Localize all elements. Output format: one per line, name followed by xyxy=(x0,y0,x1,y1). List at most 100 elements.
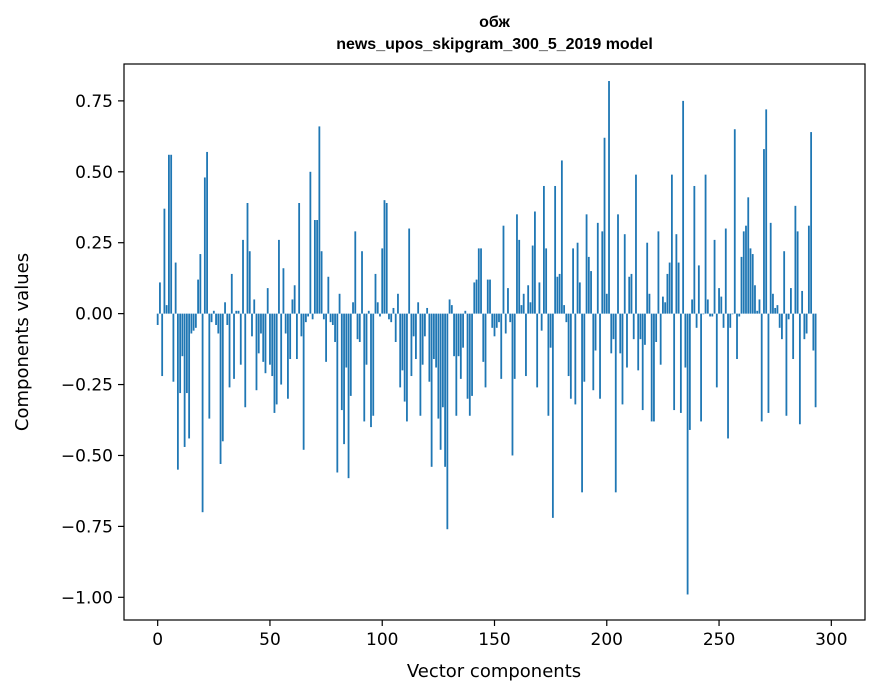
bar-component-260 xyxy=(740,256,743,314)
bar-component-65 xyxy=(302,313,305,450)
y-tick-label: −0.75 xyxy=(61,517,113,537)
bar-component-93 xyxy=(365,313,368,365)
bar-component-198 xyxy=(601,231,604,314)
bar-component-220 xyxy=(650,313,653,422)
bar-component-229 xyxy=(670,174,673,314)
bar-component-169 xyxy=(536,313,539,388)
bar-component-274 xyxy=(772,293,774,314)
bar-component-90 xyxy=(358,313,361,342)
bar-component-36 xyxy=(237,310,240,314)
bar-component-85 xyxy=(347,313,350,479)
bar-component-45 xyxy=(257,313,260,354)
bar-component-67 xyxy=(307,313,310,317)
bar-component-135 xyxy=(459,313,462,379)
y-axis-label: Components values xyxy=(12,253,33,431)
bar-component-113 xyxy=(410,313,413,377)
bar-component-149 xyxy=(491,313,494,328)
bar-component-76 xyxy=(327,276,330,314)
bar-component-179 xyxy=(558,273,561,314)
bar-component-70 xyxy=(313,220,316,314)
bar-component-154 xyxy=(502,225,505,314)
bar-component-221 xyxy=(653,313,655,422)
bar-component-13 xyxy=(185,313,188,394)
bar-component-111 xyxy=(406,313,408,422)
bar-component-86 xyxy=(349,313,352,396)
x-tick-label: 100 xyxy=(366,630,398,650)
bar-component-57 xyxy=(284,313,287,334)
bar-component-293 xyxy=(814,313,817,408)
bar-component-158 xyxy=(511,313,514,456)
bar-component-162 xyxy=(520,305,523,314)
bar-component-210 xyxy=(628,276,631,314)
bar-component-256 xyxy=(731,313,734,315)
bar-component-176 xyxy=(551,313,554,518)
bar-component-2 xyxy=(161,313,164,377)
bar-component-9 xyxy=(176,313,179,470)
bar-component-4 xyxy=(165,305,168,314)
bar-component-283 xyxy=(792,313,795,360)
bar-component-193 xyxy=(590,271,592,314)
bar-component-125 xyxy=(437,313,440,419)
bar-component-270 xyxy=(763,149,765,314)
bar-component-110 xyxy=(403,313,406,402)
bar-component-249 xyxy=(715,313,718,388)
bar-component-66 xyxy=(304,313,307,323)
bar-component-206 xyxy=(619,313,622,354)
bar-component-34 xyxy=(233,313,235,379)
bar-component-191 xyxy=(585,214,588,314)
bar-component-145 xyxy=(482,313,485,362)
bar-component-83 xyxy=(343,313,345,445)
bar-component-224 xyxy=(659,313,662,365)
bar-component-153 xyxy=(500,313,503,379)
bar-component-239 xyxy=(693,185,696,314)
bar-component-24 xyxy=(210,313,213,323)
x-axis-label: Vector components xyxy=(407,661,581,682)
chart-title-line-2: news_upos_skipgram_300_5_2019 model xyxy=(336,36,653,53)
bar-component-47 xyxy=(262,313,265,362)
bar-component-96 xyxy=(372,313,375,416)
bar-component-235 xyxy=(684,313,687,368)
bar-component-102 xyxy=(385,203,388,314)
bar-component-131 xyxy=(450,305,453,314)
bar-component-281 xyxy=(787,313,790,320)
bar-component-25 xyxy=(212,310,215,314)
bar-component-183 xyxy=(567,313,570,377)
y-axis: −1.00 −0.75 −0.50 −0.25 0.00 0.25 0.50 0.75 xyxy=(61,92,124,608)
bar-component-92 xyxy=(363,313,366,422)
bar-component-54 xyxy=(278,239,280,314)
bar-component-207 xyxy=(621,313,624,405)
bar-component-33 xyxy=(230,273,233,314)
bar-component-61 xyxy=(293,285,296,314)
bar-component-290 xyxy=(807,225,810,314)
bar-component-112 xyxy=(408,228,411,314)
x-tick-label: 50 xyxy=(259,630,281,650)
bar-component-168 xyxy=(534,211,536,314)
bar-component-69 xyxy=(311,313,314,320)
bar-component-118 xyxy=(421,313,424,365)
bar-component-148 xyxy=(489,279,491,314)
bar-component-212 xyxy=(632,313,635,340)
bar-component-32 xyxy=(228,313,231,388)
bar-component-55 xyxy=(280,313,283,385)
bar-component-53 xyxy=(275,313,278,405)
bar-component-244 xyxy=(704,174,707,314)
bar-component-95 xyxy=(370,313,372,428)
x-tick-label: 200 xyxy=(591,630,623,650)
bar-component-248 xyxy=(713,239,716,314)
bar-component-155 xyxy=(504,313,507,334)
bar-component-267 xyxy=(756,310,759,314)
bar-component-233 xyxy=(679,313,682,413)
bar-component-157 xyxy=(509,313,512,323)
bar-component-269 xyxy=(760,313,763,422)
bar-component-30 xyxy=(224,302,226,314)
bar-component-242 xyxy=(700,313,702,422)
bar-component-74 xyxy=(322,313,325,320)
bar-component-226 xyxy=(664,302,667,314)
bar-component-200 xyxy=(605,293,608,314)
bar-component-186 xyxy=(574,313,577,405)
bar-component-49 xyxy=(266,288,269,314)
bar-component-223 xyxy=(657,231,660,314)
bar-component-1 xyxy=(159,282,161,314)
bar-component-167 xyxy=(531,245,534,314)
bar-component-247 xyxy=(711,313,714,317)
